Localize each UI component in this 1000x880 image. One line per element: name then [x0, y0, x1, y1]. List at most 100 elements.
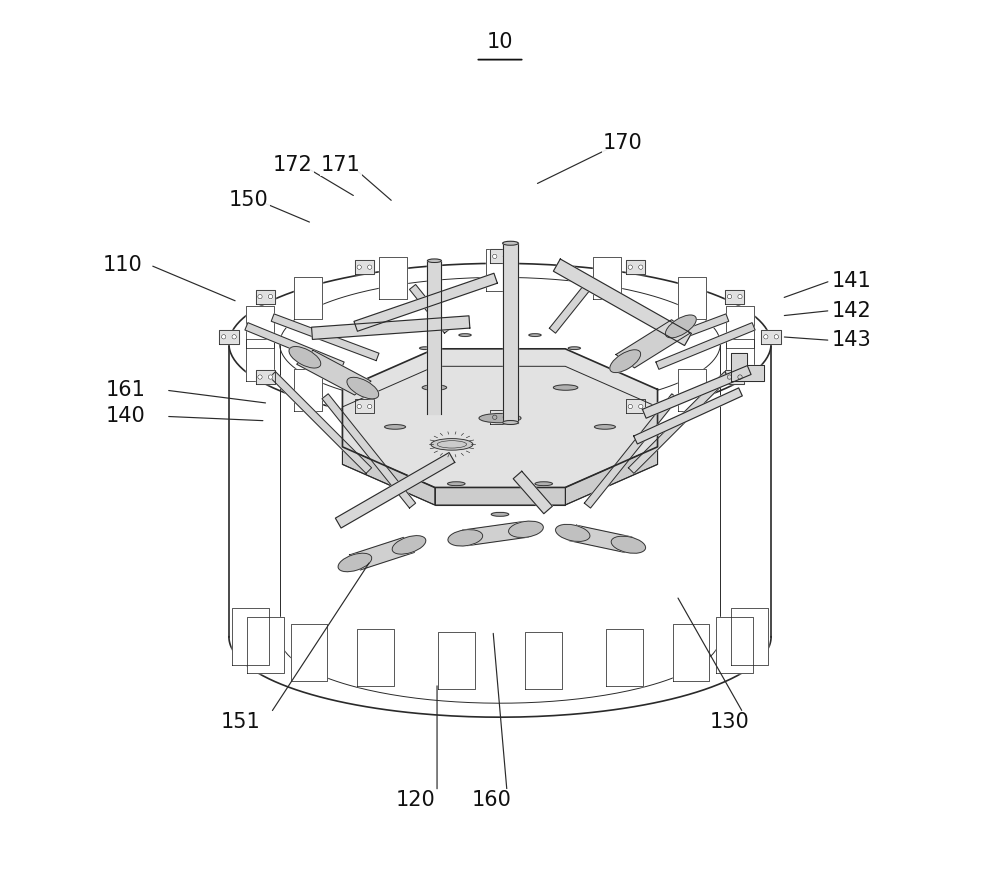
Polygon shape	[271, 314, 379, 361]
Polygon shape	[628, 371, 730, 473]
Polygon shape	[726, 306, 754, 348]
Polygon shape	[486, 249, 514, 291]
Ellipse shape	[509, 521, 543, 538]
Circle shape	[774, 334, 779, 339]
Polygon shape	[246, 306, 274, 348]
Ellipse shape	[448, 530, 483, 546]
Polygon shape	[409, 284, 451, 334]
Polygon shape	[673, 624, 709, 681]
Ellipse shape	[448, 481, 465, 486]
Text: 151: 151	[220, 712, 260, 731]
Polygon shape	[513, 471, 552, 514]
Polygon shape	[312, 316, 470, 340]
Circle shape	[503, 415, 507, 420]
Circle shape	[268, 295, 273, 299]
Ellipse shape	[431, 438, 473, 451]
Polygon shape	[247, 617, 284, 673]
Ellipse shape	[392, 536, 426, 554]
Polygon shape	[463, 522, 528, 546]
Text: 140: 140	[106, 407, 146, 427]
Polygon shape	[245, 323, 344, 370]
Ellipse shape	[491, 512, 509, 517]
Circle shape	[764, 334, 768, 339]
Polygon shape	[256, 290, 275, 304]
Polygon shape	[354, 274, 497, 331]
Text: 172: 172	[273, 155, 313, 174]
Ellipse shape	[385, 424, 406, 429]
Text: 171: 171	[321, 155, 361, 174]
Ellipse shape	[347, 378, 379, 399]
Circle shape	[503, 254, 507, 259]
Polygon shape	[569, 525, 632, 553]
Polygon shape	[525, 632, 562, 689]
Text: 130: 130	[709, 712, 749, 731]
Circle shape	[727, 375, 732, 379]
Polygon shape	[716, 617, 753, 673]
Ellipse shape	[568, 347, 580, 349]
Polygon shape	[435, 488, 565, 505]
Polygon shape	[490, 410, 510, 424]
Ellipse shape	[503, 421, 518, 424]
Polygon shape	[634, 388, 742, 444]
Polygon shape	[270, 371, 372, 473]
Ellipse shape	[610, 349, 641, 372]
Polygon shape	[297, 350, 371, 395]
Polygon shape	[379, 257, 407, 298]
Polygon shape	[565, 447, 658, 505]
Polygon shape	[593, 257, 621, 298]
Text: 160: 160	[471, 790, 511, 810]
Circle shape	[368, 404, 372, 408]
Polygon shape	[219, 330, 239, 344]
Polygon shape	[726, 339, 754, 381]
Ellipse shape	[459, 334, 471, 336]
Polygon shape	[232, 608, 269, 665]
Polygon shape	[678, 369, 706, 411]
Polygon shape	[621, 314, 729, 361]
Text: 141: 141	[832, 271, 871, 291]
Polygon shape	[584, 394, 678, 508]
Circle shape	[727, 295, 732, 299]
Polygon shape	[731, 608, 768, 665]
Ellipse shape	[594, 424, 615, 429]
Polygon shape	[342, 348, 658, 488]
Ellipse shape	[338, 554, 372, 572]
Ellipse shape	[665, 315, 696, 338]
Ellipse shape	[427, 259, 441, 262]
Polygon shape	[355, 400, 374, 414]
Ellipse shape	[289, 347, 321, 368]
Polygon shape	[294, 369, 322, 411]
Text: 142: 142	[832, 301, 871, 320]
Polygon shape	[656, 323, 755, 370]
Polygon shape	[490, 249, 510, 263]
Text: 150: 150	[229, 189, 269, 209]
Text: 120: 120	[395, 790, 435, 810]
Circle shape	[493, 415, 497, 420]
Circle shape	[628, 404, 632, 408]
Circle shape	[258, 295, 262, 299]
Ellipse shape	[553, 385, 578, 390]
Polygon shape	[294, 277, 322, 319]
Polygon shape	[731, 353, 764, 380]
Polygon shape	[246, 339, 274, 381]
Polygon shape	[593, 389, 621, 431]
Circle shape	[268, 375, 273, 379]
Circle shape	[357, 265, 361, 269]
Polygon shape	[350, 538, 414, 570]
Circle shape	[493, 254, 497, 259]
Polygon shape	[256, 370, 275, 384]
Ellipse shape	[556, 524, 590, 541]
Polygon shape	[342, 447, 435, 505]
Ellipse shape	[535, 481, 552, 486]
Polygon shape	[357, 629, 394, 686]
Polygon shape	[342, 366, 658, 505]
Circle shape	[232, 334, 236, 339]
Polygon shape	[486, 396, 514, 438]
Polygon shape	[616, 319, 690, 368]
Circle shape	[639, 265, 643, 269]
Polygon shape	[427, 260, 441, 414]
Text: 143: 143	[832, 330, 871, 350]
Polygon shape	[322, 394, 416, 508]
Polygon shape	[678, 277, 706, 319]
Ellipse shape	[420, 347, 432, 349]
Polygon shape	[549, 284, 591, 334]
